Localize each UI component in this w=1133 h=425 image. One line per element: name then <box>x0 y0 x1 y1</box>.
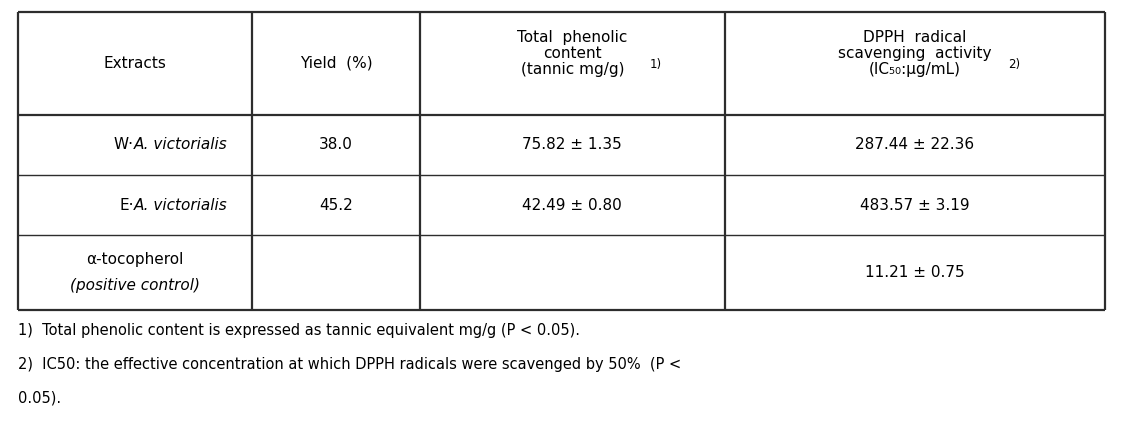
Text: α-tocopherol: α-tocopherol <box>86 252 184 267</box>
Text: 38.0: 38.0 <box>320 138 352 153</box>
Text: 1)  Total phenolic content is expressed as tannic equivalent mg/g (P < 0.05).: 1) Total phenolic content is expressed a… <box>18 323 580 337</box>
Text: Extracts: Extracts <box>103 56 167 71</box>
Text: 42.49 ± 0.80: 42.49 ± 0.80 <box>522 198 622 212</box>
Text: (tannic mg/g): (tannic mg/g) <box>521 62 624 77</box>
Text: 287.44 ± 22.36: 287.44 ± 22.36 <box>855 138 974 153</box>
Text: 45.2: 45.2 <box>320 198 352 212</box>
Text: 75.82 ± 1.35: 75.82 ± 1.35 <box>522 138 622 153</box>
Text: 483.57 ± 3.19: 483.57 ± 3.19 <box>860 198 970 212</box>
Text: Total  phenolic: Total phenolic <box>517 30 628 45</box>
Text: E·: E· <box>119 198 134 212</box>
Text: content: content <box>543 46 602 61</box>
Text: (IC₅₀:μg/mL): (IC₅₀:μg/mL) <box>869 62 961 77</box>
Text: 2): 2) <box>1007 58 1020 71</box>
Text: 0.05).: 0.05). <box>18 391 61 405</box>
Text: 2)  IC50: the effective concentration at which DPPH radicals were scavenged by 5: 2) IC50: the effective concentration at … <box>18 357 681 372</box>
Text: scavenging  activity: scavenging activity <box>838 46 991 61</box>
Text: 11.21 ± 0.75: 11.21 ± 0.75 <box>864 265 964 280</box>
Text: 1): 1) <box>649 58 662 71</box>
Text: A. victorialis: A. victorialis <box>134 138 228 153</box>
Text: A. victorialis: A. victorialis <box>134 198 228 212</box>
Text: W·: W· <box>113 138 134 153</box>
Text: DPPH  radical: DPPH radical <box>863 30 966 45</box>
Text: Yield  (%): Yield (%) <box>299 56 373 71</box>
Text: (positive control): (positive control) <box>70 278 199 293</box>
